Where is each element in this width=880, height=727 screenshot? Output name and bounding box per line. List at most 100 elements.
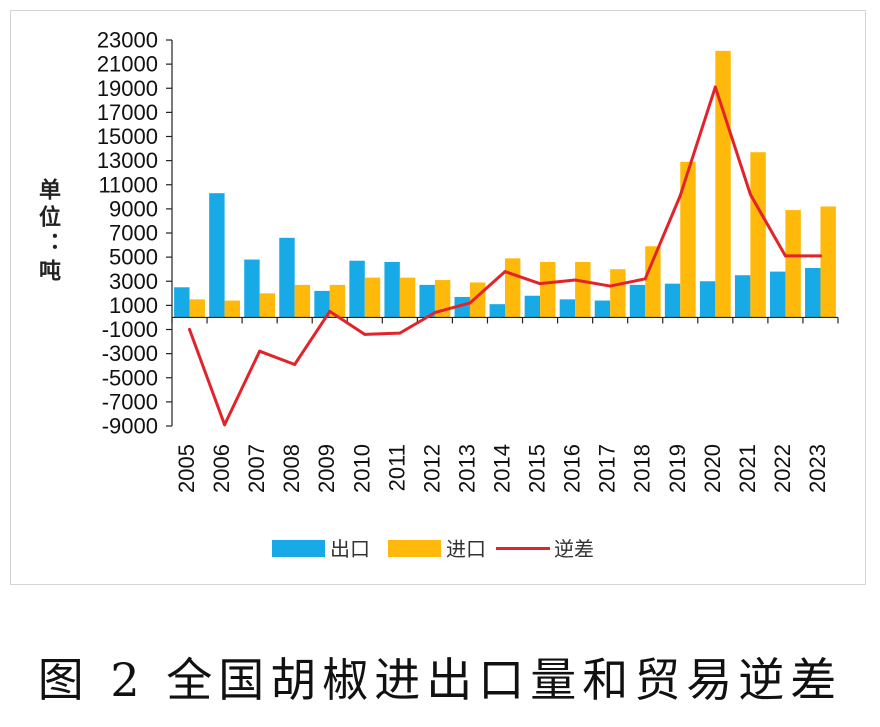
import-bar-2020 (715, 50, 731, 318)
y-tick-label: -7000 (102, 389, 158, 414)
import-bar-2006 (224, 300, 240, 318)
export-bar-2009 (314, 290, 330, 318)
legend-label-deficit: 逆差 (554, 537, 594, 561)
x-tick-label: 2018 (630, 444, 655, 493)
export-bar-2006 (209, 193, 225, 318)
x-tick-label: 2023 (805, 444, 830, 493)
y-tick-label: 3000 (109, 269, 158, 294)
y-tick-label: 13000 (97, 148, 158, 173)
export-bar-2012 (419, 284, 435, 318)
export-bar-2005 (174, 287, 190, 318)
axes-group (166, 39, 839, 427)
x-tick-label: 2013 (454, 444, 479, 493)
export-bar-2014 (489, 304, 505, 318)
deficit-point-2007 (258, 349, 262, 353)
x-tick-label: 2011 (384, 444, 409, 491)
y-tick-label: -3000 (102, 341, 158, 366)
x-tick-label: 2012 (419, 444, 444, 493)
import-bar-2016 (575, 261, 591, 318)
export-bar-2023 (805, 267, 821, 318)
legend-item-export: 出口 (272, 536, 382, 562)
import-bar-2018 (645, 246, 661, 318)
export-bar-2020 (699, 281, 716, 318)
x-tick-label: 2021 (735, 444, 760, 493)
export-bar-2010 (349, 260, 365, 318)
import-bar-2015 (540, 261, 556, 318)
deficit-point-2021 (748, 192, 752, 196)
deficit-point-2013 (468, 301, 472, 305)
figure-caption: 图 2 全国胡椒进出口量和贸易逆差 (37, 653, 843, 707)
y-tick-label: -1000 (102, 317, 158, 342)
x-tick-label: 2016 (560, 444, 585, 493)
x-tick-label: 2019 (665, 444, 690, 493)
y-tick-labels: 2300021000190001700015000130001100090007… (97, 28, 158, 439)
export-bar-2016 (559, 299, 576, 318)
x-tick-label: 2020 (700, 444, 725, 493)
x-tick-labels: 2005 2006 2007 2008 2009 2010 2011 2012 2013 2014… (174, 444, 830, 493)
legend-label-import: 进口 (446, 537, 486, 561)
import-bar-2014 (505, 258, 521, 318)
import-bar-2009 (329, 284, 346, 318)
y-axis-label: 单位：吨 (35, 178, 60, 286)
y-tick-label: 7000 (109, 221, 158, 246)
export-bar-2013 (454, 296, 470, 318)
deficit-point-2022 (783, 254, 787, 258)
deficit-point-2012 (433, 311, 437, 315)
legend: 出口 进口 逆差 (0, 536, 880, 562)
export-bar-2007 (244, 259, 260, 318)
x-tick-label: 2022 (770, 444, 795, 493)
deficit-point-2023 (818, 254, 822, 258)
y-tick-label: 9000 (109, 196, 158, 221)
import-bar-2011 (399, 277, 416, 318)
chart-plot: 2300021000190001700015000130001100090007… (97, 28, 839, 493)
x-tick-label: 2009 (314, 444, 339, 493)
deficit-point-2019 (678, 194, 682, 198)
x-tick-label: 2006 (209, 444, 234, 493)
deficit-point-2005 (188, 328, 192, 331)
y-tick-label: 15000 (97, 124, 158, 149)
y-tick-label: 17000 (97, 100, 158, 125)
legend-swatch-deficit (496, 547, 550, 550)
import-bar-2022 (785, 210, 801, 318)
deficit-point-2014 (503, 270, 507, 274)
legend-swatch-export (272, 540, 325, 557)
y-tick-label: 19000 (97, 76, 158, 101)
deficit-point-2018 (643, 277, 647, 281)
deficit-point-2020 (713, 85, 717, 89)
y-tick-label: -5000 (102, 365, 158, 390)
y-tick-label: 21000 (97, 52, 158, 77)
export-bar-2011 (384, 261, 400, 318)
import-bar-2008 (294, 284, 311, 318)
export-bar-2019 (664, 283, 681, 318)
deficit-point-2008 (293, 362, 297, 366)
y-tick-label: 5000 (109, 245, 158, 270)
export-bar-2015 (524, 295, 541, 318)
export-bar-2017 (594, 300, 611, 318)
export-bar-2021 (734, 275, 751, 318)
import-bar-2023 (820, 206, 836, 318)
deficit-point-2009 (328, 309, 332, 313)
x-tick-label: 2007 (244, 444, 269, 493)
y-tick-label: 11000 (98, 172, 158, 197)
bars-group (174, 50, 836, 318)
deficit-point-2006 (223, 423, 227, 427)
deficit-point-2017 (608, 284, 612, 288)
x-tick-label: 2005 (174, 444, 199, 493)
deficit-point-2016 (573, 278, 577, 282)
x-tick-label: 2015 (525, 444, 550, 493)
export-bar-2022 (770, 271, 786, 318)
x-tick-label: 2010 (349, 444, 374, 493)
legend-item-import: 进口 (388, 536, 498, 562)
export-bar-2018 (629, 284, 646, 318)
legend-item-deficit: 逆差 (496, 536, 606, 562)
legend-swatch-import (388, 540, 441, 557)
deficit-point-2010 (363, 332, 367, 336)
import-bar-2021 (750, 152, 766, 318)
x-tick-label: 2008 (279, 444, 304, 493)
y-tick-label: 23000 (97, 28, 158, 53)
y-tick-label: 1000 (109, 293, 158, 318)
deficit-point-2011 (398, 331, 402, 335)
import-bar-2005 (189, 299, 205, 318)
chart-frame (10, 10, 866, 585)
